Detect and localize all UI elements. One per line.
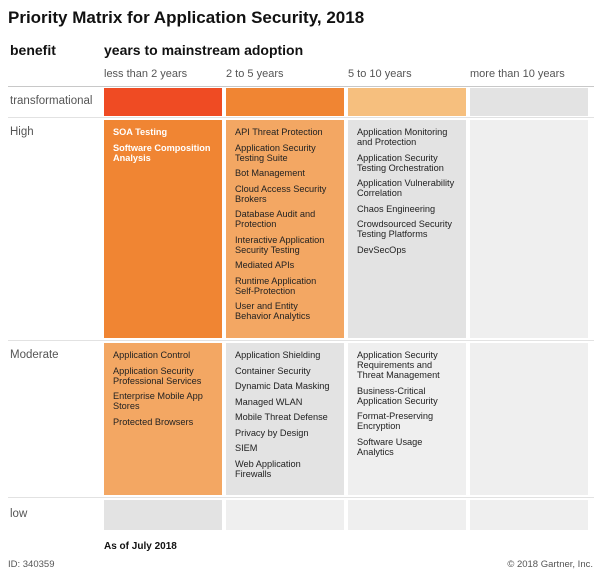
cell-high-gt10 [470,120,588,338]
cell-transformational-2to5 [226,88,344,116]
technology-item: Cloud Access Security Brokers [235,183,327,204]
technology-list: Application Control Application Security … [113,350,214,427]
row-header-low: low [10,508,28,520]
cell-moderate-2to5: Application Shielding Container Security D… [226,343,344,495]
cell-moderate-5to10: Application Security Requirements and Th… [348,343,466,495]
row-header-transformational: transformational [10,95,93,107]
cell-low-2to5 [226,500,344,530]
technology-item: API Threat Protection [235,127,323,137]
technology-item: Interactive Application Security Testing [235,234,325,255]
row-divider [8,117,594,118]
column-header-lt2: less than 2 years [104,68,188,80]
technology-item: Application Vulnerability Correlation [357,178,455,198]
adoption-axis-label: years to mainstream adoption [104,42,304,58]
technology-item: Chaos Engineering [357,203,436,214]
technology-item: Application Shielding [235,350,321,360]
technology-item: SOA Testing [113,127,168,137]
technology-item: Application Security Professional Servic… [113,365,202,386]
technology-list: API Threat Protection Application Securit… [235,127,336,321]
copyright-notice: © 2018 Gartner, Inc. [507,559,593,570]
technology-list: SOA Testing Software Composition Analysis [113,127,214,163]
technology-item: Application Control [113,350,191,360]
technology-item: Format-Preserving Encryption [357,411,434,431]
technology-item: Crowdsourced Security Testing Platforms [357,219,452,239]
technology-item: Web Application Firewalls [235,458,301,479]
column-header-gt10: more than 10 years [470,68,565,80]
cell-high-5to10: Application Monitoring and Protection App… [348,120,466,338]
technology-item: Software Composition Analysis [113,142,211,163]
technology-list: Application Security Requirements and Th… [357,350,458,457]
column-header-2to5: 2 to 5 years [226,68,284,80]
technology-item: Container Security [235,365,311,376]
technology-item: Business-Critical Application Security [357,385,438,406]
technology-item: Dynamic Data Masking [235,381,330,391]
as-of-date: As of July 2018 [104,541,177,552]
technology-item: Database Audit and Protection [235,209,316,229]
technology-item: Mobile Threat Defense [235,412,328,422]
document-id: ID: 340359 [8,559,55,570]
cell-moderate-gt10 [470,343,588,495]
cell-low-lt2 [104,500,222,530]
technology-item: Mediated APIs [235,260,295,270]
cell-high-2to5: API Threat Protection Application Securit… [226,120,344,338]
technology-item: Application Security Requirements and Th… [357,350,440,380]
cell-low-gt10 [470,500,588,530]
technology-item: Application Monitoring and Protection [357,127,448,147]
page-title: Priority Matrix for Application Security… [8,8,365,27]
row-divider [8,340,594,341]
technology-item: Runtime Application Self-Protection [235,275,317,296]
header-rule [8,86,594,87]
technology-item: Bot Management [235,168,305,178]
technology-item: DevSecOps [357,244,407,255]
cell-moderate-lt2: Application Control Application Security … [104,343,222,495]
row-header-moderate: Moderate [10,349,59,361]
technology-item: Application Security Testing Orchestrati… [357,152,444,173]
row-header-high: High [10,126,34,138]
technology-item: Protected Browsers [113,416,194,427]
technology-item: User and Entity Behavior Analytics [235,301,311,321]
technology-item: Software Usage Analytics [357,436,423,457]
technology-item: Privacy by Design [235,427,309,438]
cell-transformational-5to10 [348,88,466,116]
technology-item: Application Security Testing Suite [235,142,316,163]
cell-low-5to10 [348,500,466,530]
technology-list: Application Shielding Container Security D… [235,350,336,479]
technology-list: Application Monitoring and Protection App… [357,127,458,255]
technology-item: SIEM [235,443,258,453]
cell-transformational-gt10 [470,88,588,116]
cell-high-lt2: SOA Testing Software Composition Analysis [104,120,222,338]
technology-item: Enterprise Mobile App Stores [113,391,203,411]
cell-transformational-lt2 [104,88,222,116]
benefit-axis-label: benefit [10,42,56,58]
column-header-5to10: 5 to 10 years [348,68,412,80]
technology-item: Managed WLAN [235,396,303,407]
row-divider [8,497,594,498]
